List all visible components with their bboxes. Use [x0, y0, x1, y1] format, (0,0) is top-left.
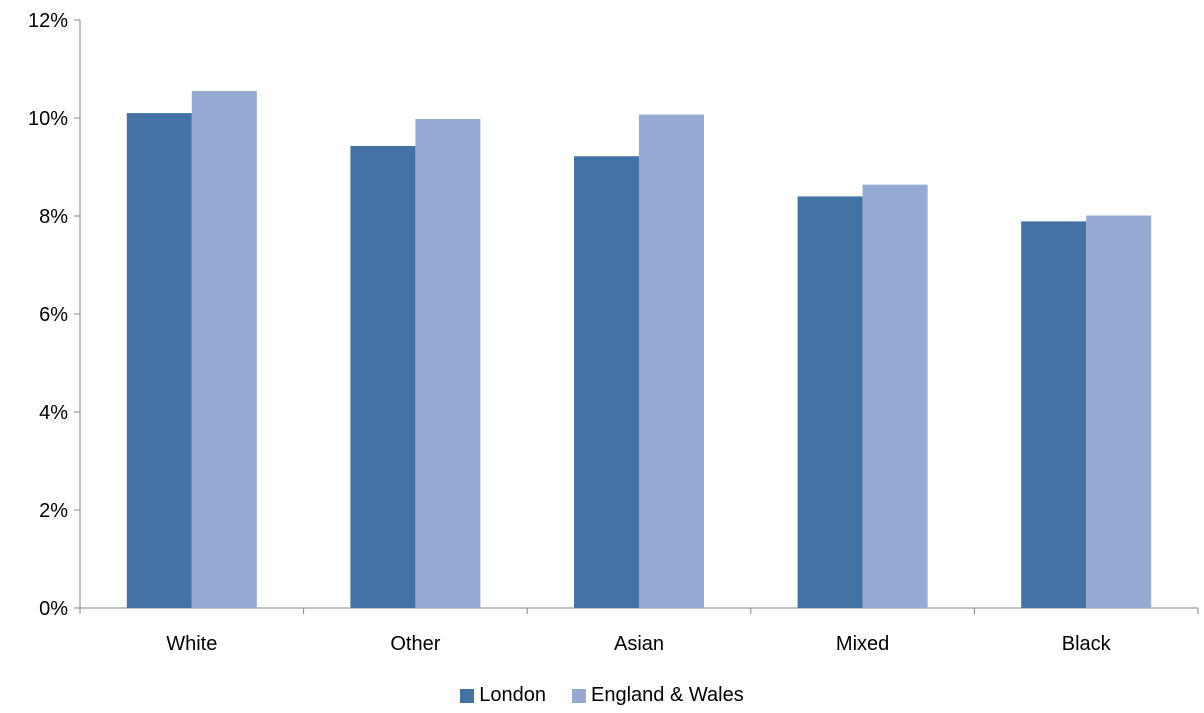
bar-white-england-wales — [191, 91, 257, 609]
bars — [126, 91, 1152, 609]
legend-swatch-london — [460, 688, 475, 703]
bar-black-england-wales — [1086, 215, 1152, 608]
y-axis-ticks: 0% 2% 4% 6% 8% 10% 12% — [28, 10, 80, 620]
x-category-label: Black — [1062, 633, 1112, 655]
bar-white-london — [126, 113, 192, 608]
legend-item-england-wales: England & Wales — [572, 684, 744, 707]
x-category-label: Asian — [614, 633, 664, 655]
y-tick-label: 2% — [39, 500, 68, 522]
legend-item-london: London — [460, 684, 546, 707]
legend-label-london: London — [479, 684, 547, 706]
bar-asian-london — [574, 156, 639, 608]
bar-other-england-wales — [415, 118, 481, 608]
x-axis-ticks: White Other Asian Mixed Black — [79, 608, 1199, 655]
bar-asian-england-wales — [639, 114, 704, 608]
y-tick-label: 12% — [28, 10, 68, 32]
bar-mixed-england-wales — [862, 184, 928, 608]
x-category-label: White — [166, 633, 217, 655]
legend-label-england-wales: England & Wales — [591, 684, 744, 706]
y-tick-label: 4% — [39, 402, 68, 424]
y-tick-label: 8% — [39, 206, 68, 228]
y-tick-label: 0% — [39, 598, 68, 620]
legend-swatch-england-wales — [572, 688, 587, 703]
bar-mixed-london — [797, 196, 863, 608]
x-category-label: Other — [390, 633, 440, 655]
x-category-label: Mixed — [836, 633, 889, 655]
bar-other-london — [350, 145, 416, 608]
y-tick-label: 10% — [28, 108, 68, 130]
legend: London England & Wales — [0, 684, 1204, 707]
bar-black-london — [1021, 221, 1087, 608]
y-tick-label: 6% — [39, 304, 68, 326]
